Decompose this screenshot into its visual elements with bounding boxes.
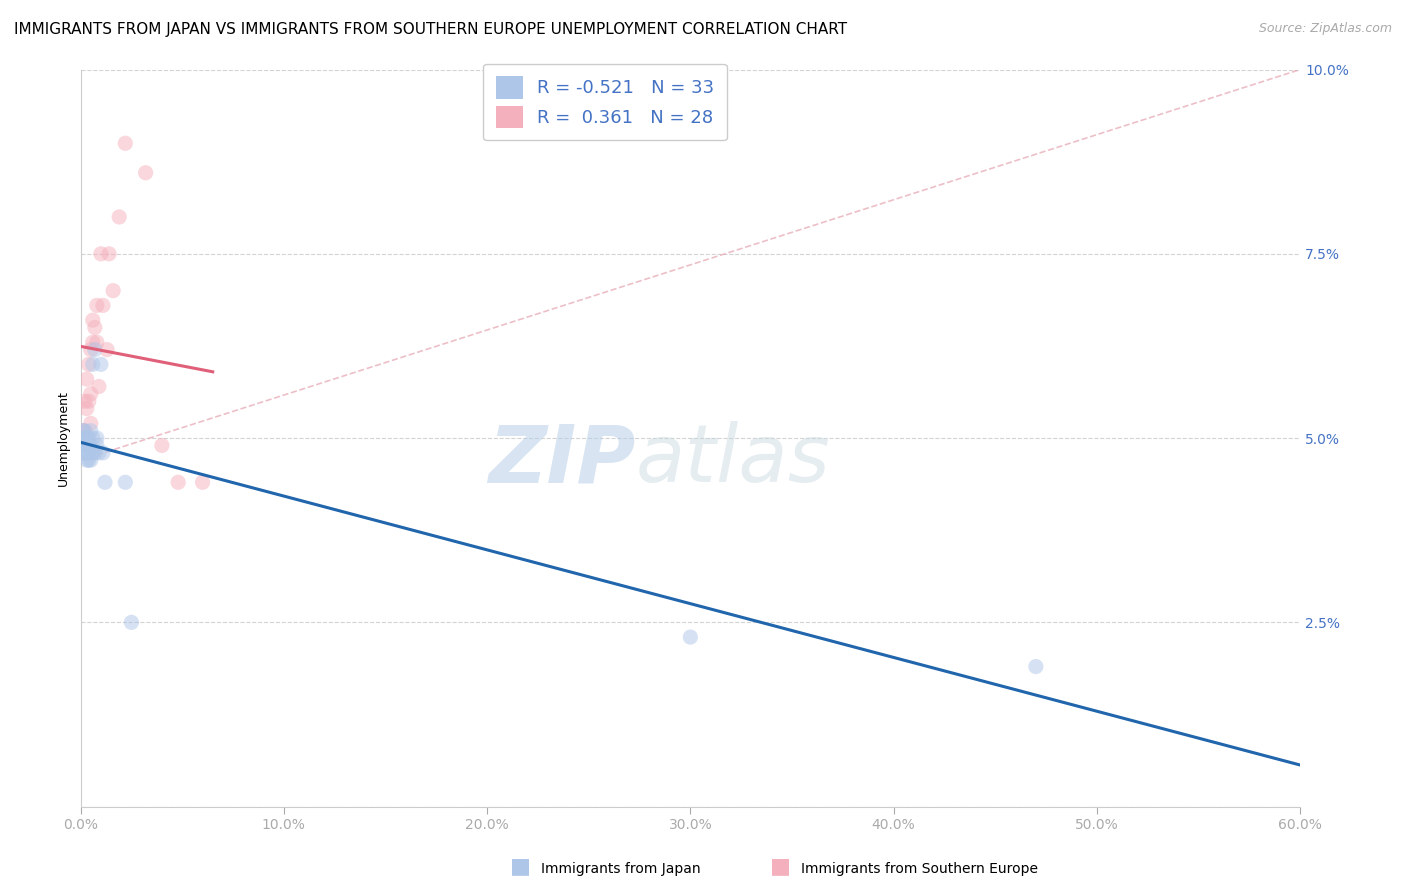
Point xyxy=(83,446,105,460)
Point xyxy=(86,335,108,350)
Legend: R = -0.521   N = 33, R =  0.361   N = 28: R = -0.521 N = 33, R = 0.361 N = 28 xyxy=(484,64,727,140)
Point xyxy=(77,438,100,452)
Text: atlas: atlas xyxy=(636,421,830,500)
Point xyxy=(96,343,118,357)
Text: Immigrants from Japan: Immigrants from Japan xyxy=(541,862,702,876)
Point xyxy=(80,438,103,452)
Text: Immigrants from Southern Europe: Immigrants from Southern Europe xyxy=(801,862,1039,876)
Point xyxy=(150,438,173,452)
Point xyxy=(86,298,108,312)
Point xyxy=(98,247,121,261)
Text: ZIP: ZIP xyxy=(488,421,636,500)
Point xyxy=(191,475,214,490)
Point xyxy=(72,424,94,438)
Point xyxy=(82,313,104,327)
Point xyxy=(80,387,103,401)
Point xyxy=(76,446,98,460)
Text: IMMIGRANTS FROM JAPAN VS IMMIGRANTS FROM SOUTHERN EUROPE UNEMPLOYMENT CORRELATIO: IMMIGRANTS FROM JAPAN VS IMMIGRANTS FROM… xyxy=(14,22,848,37)
Point xyxy=(73,438,96,452)
Point xyxy=(94,475,117,490)
Point xyxy=(76,453,98,467)
Point xyxy=(91,446,114,460)
Point xyxy=(86,438,108,452)
Point xyxy=(108,210,131,224)
Point xyxy=(77,394,100,409)
Point xyxy=(76,438,98,452)
Point xyxy=(87,379,110,393)
Point xyxy=(167,475,190,490)
Point xyxy=(80,343,103,357)
Point xyxy=(90,357,112,371)
Point xyxy=(83,320,105,334)
Point xyxy=(77,453,100,467)
Point xyxy=(135,166,157,180)
Point xyxy=(82,357,104,371)
Point xyxy=(91,298,114,312)
Text: ■: ■ xyxy=(510,856,530,876)
Point xyxy=(73,394,96,409)
Point xyxy=(73,446,96,460)
Point xyxy=(76,431,98,445)
Point xyxy=(101,284,124,298)
Point xyxy=(72,438,94,452)
Point xyxy=(80,417,103,431)
Point xyxy=(1025,659,1047,673)
Point xyxy=(76,401,98,416)
Point xyxy=(86,431,108,445)
Point xyxy=(72,424,94,438)
Point xyxy=(73,424,96,438)
Text: ■: ■ xyxy=(770,856,790,876)
Point xyxy=(82,446,104,460)
Point xyxy=(114,475,136,490)
Point xyxy=(82,335,104,350)
Point xyxy=(80,453,103,467)
Point xyxy=(77,446,100,460)
Point xyxy=(73,424,96,438)
Point xyxy=(80,424,103,438)
Point xyxy=(77,431,100,445)
Point xyxy=(679,630,702,644)
Point xyxy=(73,431,96,445)
Y-axis label: Unemployment: Unemployment xyxy=(58,390,70,486)
Point xyxy=(87,446,110,460)
Point xyxy=(76,431,98,445)
Point xyxy=(90,247,112,261)
Point xyxy=(114,136,136,151)
Point xyxy=(77,357,100,371)
Point xyxy=(72,431,94,445)
Point xyxy=(120,615,142,630)
Point xyxy=(76,372,98,386)
Text: Source: ZipAtlas.com: Source: ZipAtlas.com xyxy=(1258,22,1392,36)
Point xyxy=(83,343,105,357)
Point xyxy=(82,431,104,445)
